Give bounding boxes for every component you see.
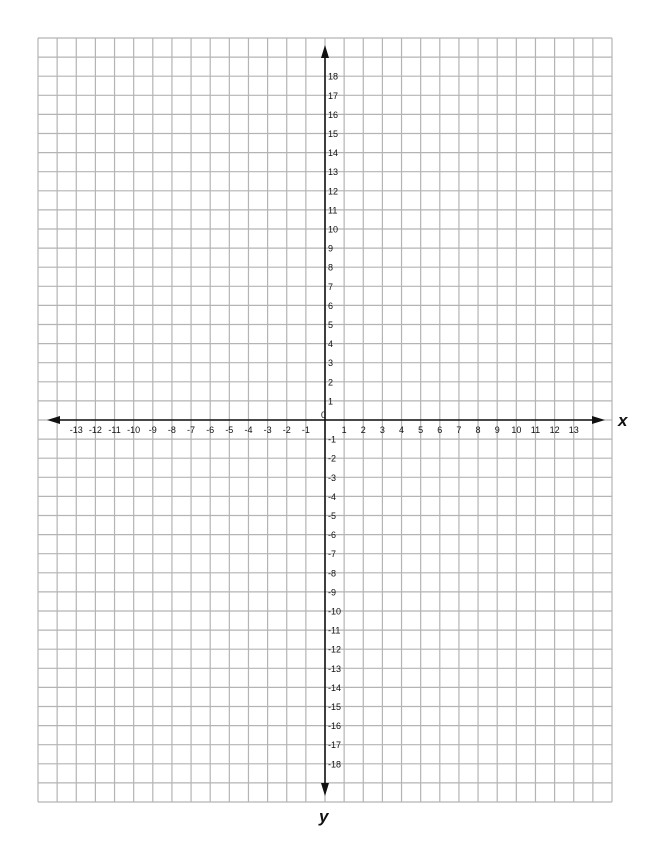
y-axis-down-arrow-icon <box>321 783 329 796</box>
y-tick-label: -7 <box>328 549 336 559</box>
y-tick-label: 7 <box>328 282 333 292</box>
x-tick-label: 7 <box>456 425 461 435</box>
origin-label: 0 <box>321 410 326 420</box>
y-tick-label: 12 <box>328 186 338 196</box>
y-tick-label: 9 <box>328 244 333 254</box>
x-tick-label: -3 <box>264 425 272 435</box>
y-tick-label: -1 <box>328 435 336 445</box>
y-tick-label: -9 <box>328 587 336 597</box>
x-tick-label: -4 <box>244 425 252 435</box>
y-tick-label: -13 <box>328 664 341 674</box>
y-tick-label: 4 <box>328 339 333 349</box>
x-tick-label: 10 <box>511 425 521 435</box>
x-tick-label: 6 <box>437 425 442 435</box>
x-tick-label: -1 <box>302 425 310 435</box>
x-tick-label: -10 <box>127 425 140 435</box>
y-tick-label: -3 <box>328 473 336 483</box>
y-tick-label: -15 <box>328 702 341 712</box>
y-tick-label: 5 <box>328 320 333 330</box>
axes <box>47 45 605 796</box>
y-axis-up-arrow-icon <box>321 45 329 58</box>
y-tick-label: 10 <box>328 225 338 235</box>
y-tick-label: 6 <box>328 301 333 311</box>
x-tick-label: 3 <box>380 425 385 435</box>
y-tick-label: -18 <box>328 759 341 769</box>
x-tick-label: -12 <box>89 425 102 435</box>
x-tick-label: -7 <box>187 425 195 435</box>
y-tick-label: 17 <box>328 91 338 101</box>
y-tick-label: -16 <box>328 721 341 731</box>
x-tick-label: 1 <box>342 425 347 435</box>
x-tick-label: 5 <box>418 425 423 435</box>
y-tick-label: -8 <box>328 568 336 578</box>
y-tick-label: -12 <box>328 645 341 655</box>
x-tick-label: -5 <box>225 425 233 435</box>
x-tick-label: -13 <box>70 425 83 435</box>
y-axis-label: y <box>318 807 330 826</box>
y-tick-label: -5 <box>328 511 336 521</box>
y-tick-label: 16 <box>328 110 338 120</box>
x-axis-right-arrow-icon <box>592 416 605 424</box>
x-tick-label: 2 <box>361 425 366 435</box>
y-tick-label: 13 <box>328 167 338 177</box>
x-axis-left-arrow-icon <box>47 416 60 424</box>
y-tick-label: 18 <box>328 72 338 82</box>
y-tick-label: -6 <box>328 530 336 540</box>
y-tick-label: 3 <box>328 358 333 368</box>
tick-labels: -13 -12 -11 -10 -9 -8 -7 -6 -5 -4 -3 -2 -1 1 2 3 4 5 6 7 8 9 1… <box>70 72 579 770</box>
y-tick-label: 8 <box>328 263 333 273</box>
x-tick-label: 8 <box>476 425 481 435</box>
y-tick-label: -2 <box>328 454 336 464</box>
x-tick-label: 4 <box>399 425 404 435</box>
y-tick-label: 15 <box>328 129 338 139</box>
x-tick-label: -8 <box>168 425 176 435</box>
x-tick-label: -11 <box>108 425 120 435</box>
x-tick-label: -6 <box>206 425 214 435</box>
x-tick-label: -2 <box>283 425 291 435</box>
y-tick-label: -14 <box>328 683 341 693</box>
x-tick-label: -9 <box>149 425 157 435</box>
x-tick-label: 13 <box>569 425 579 435</box>
x-tick-label: 9 <box>495 425 500 435</box>
y-tick-label: 11 <box>328 205 337 215</box>
y-tick-label: 1 <box>328 396 333 406</box>
x-tick-label: 12 <box>550 425 560 435</box>
y-tick-label: -4 <box>328 492 336 502</box>
y-tick-label: -11 <box>328 626 340 636</box>
y-tick-label: -10 <box>328 607 341 617</box>
y-tick-label: -17 <box>328 740 341 750</box>
x-tick-label: 11 <box>531 425 540 435</box>
y-tick-label: 2 <box>328 377 333 387</box>
y-tick-label: 14 <box>328 148 338 158</box>
x-axis-label: x <box>617 411 629 430</box>
